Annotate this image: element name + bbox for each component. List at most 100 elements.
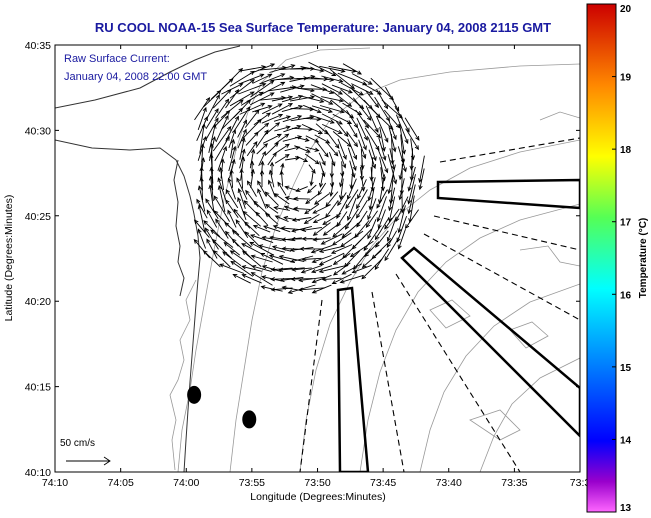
current-vector [308,61,337,76]
current-vector [303,214,320,224]
current-vector [384,208,400,230]
current-vector [260,253,284,265]
current-vector [329,68,356,90]
current-vector [217,184,226,212]
current-vector [311,274,332,284]
current-vector [351,228,372,250]
current-vector [293,196,310,201]
current-vector [387,196,396,223]
current-vector [246,141,258,157]
current-vector [351,83,374,95]
current-vector [193,238,211,259]
current-vector [241,265,262,272]
markers [187,385,257,429]
current-vector [339,274,364,284]
current-vector [250,160,255,177]
current-vector [252,224,271,233]
current-vector [381,99,403,119]
current-vector [213,195,230,222]
current-vector [357,128,367,151]
current-vector [328,151,336,167]
current-vector [342,63,362,75]
current-vector [238,82,267,95]
current-vector [225,199,239,218]
current-vector [251,264,272,273]
current-vector [242,250,262,267]
current-vector [271,245,292,252]
current-vector [407,174,416,205]
current-vector [305,146,320,152]
current-vector [313,193,330,205]
current-vector [269,235,294,242]
current-vector [325,191,339,207]
current-vector [252,104,273,113]
current-vector [388,187,396,212]
current-vector [197,185,206,212]
current-vector [268,254,295,263]
x-axis: 74:10 74:05 74:00 73:55 73:50 73:45 73:40 73:35… [42,45,590,489]
current-vector [210,229,234,248]
current-vector [240,73,265,84]
current-vector [239,168,244,189]
current-vector [211,238,232,259]
colorbar-tick-label: 20 [620,4,632,15]
current-vector [204,227,219,250]
current-vector [386,216,397,242]
marker [242,410,257,429]
current-vector [386,230,398,249]
current-vector [228,145,237,172]
y-axis: 40:10 40:15 40:20 40:25 40:30 40:35 [25,40,580,479]
colorbar-tick-label: 17 [620,218,632,229]
current-vector [312,222,331,236]
current-vector [199,176,204,201]
current-vector [306,184,317,194]
current-vector [249,241,275,256]
current-vector [336,211,348,228]
current-vector [293,206,311,211]
current-vector [321,75,344,83]
current-vector [309,172,314,187]
current-vector [304,203,320,215]
current-vector [284,185,299,192]
x-tick-label: 73:50 [304,477,330,489]
current-vector [264,191,279,206]
current-vector [318,252,345,266]
current-vector [232,274,251,284]
current-vector [338,178,344,201]
current-vector [332,91,353,107]
current-vector [230,138,236,159]
current-vector [301,257,322,262]
current-vector [418,168,425,191]
current-vector [250,272,273,286]
current-vector [407,184,416,215]
current-vector [300,95,325,104]
current-vector [291,267,312,272]
current-vector [322,123,343,134]
current-vector [363,227,381,252]
colorbar [586,3,617,513]
current-vector [387,118,397,141]
current-vector [225,115,239,142]
current-vector [317,182,327,196]
current-vector [321,277,342,282]
current-vector [249,63,276,75]
current-vector [258,244,286,253]
current-vector [365,90,380,109]
current-vector [298,287,325,292]
current-vector [320,233,343,245]
current-vector [215,218,229,239]
current-vector [296,155,309,162]
current-vector [341,263,362,275]
current-vector [229,78,255,99]
current-vector [321,83,344,95]
current-vector [202,250,221,268]
current-vector [227,177,236,200]
current-vector [255,122,270,135]
current-vector [270,277,293,282]
current-vector [308,164,316,174]
current-vector [356,199,368,219]
current-vector [301,123,323,134]
current-vector [252,73,273,84]
current-vector [377,209,386,230]
current-vector [203,220,221,238]
